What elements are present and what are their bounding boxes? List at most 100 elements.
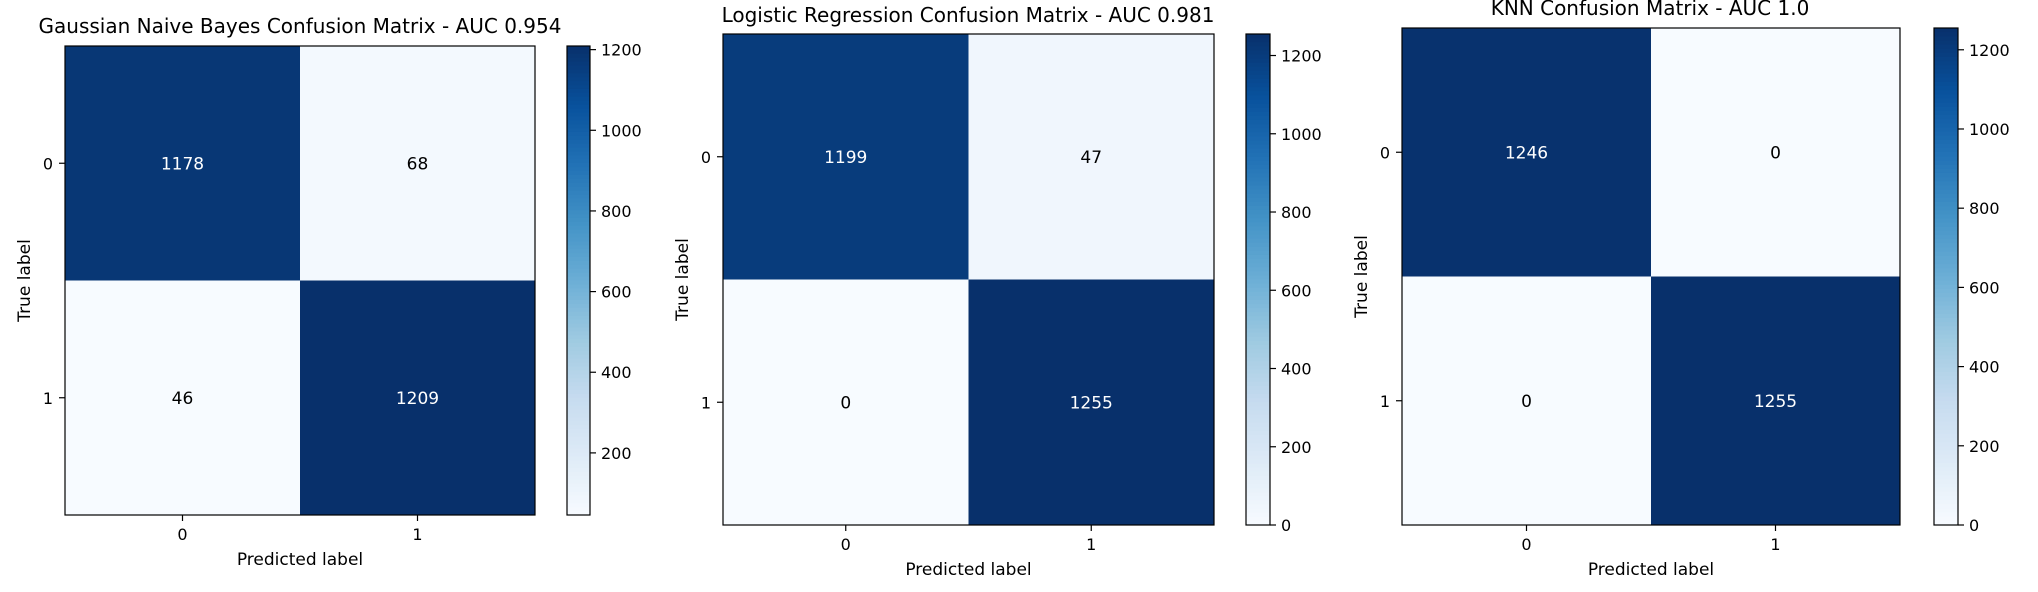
panel-3-colorbar-segment	[1934, 197, 1958, 203]
panel-1-colorbar-segment	[567, 225, 590, 231]
panel-2-colorbar-segment	[1246, 164, 1270, 170]
panel-3-colorbar-segment	[1934, 102, 1958, 108]
panel-1-colorbar-segment	[567, 104, 590, 110]
panel-1-colorbar-segment	[567, 112, 590, 117]
panel-3-colorbar-segment	[1934, 409, 1958, 414]
panel-1-colorbar-segment	[567, 221, 590, 227]
panel-1-x-tick-label-1: 1	[412, 525, 422, 544]
panel-2-colorbar-segment	[1246, 316, 1270, 322]
panel-2-colorbar-segment	[1246, 516, 1270, 522]
panel-3-colorbar-segment	[1934, 359, 1958, 365]
panel-2-colorbar-segment	[1246, 451, 1270, 457]
panel-2-colorbar-segment	[1246, 463, 1270, 469]
panel-3-colorbar-segment	[1934, 429, 1958, 435]
panel-2-colorbar-segment	[1246, 475, 1270, 481]
panel-1-colorbar-segment	[567, 65, 590, 71]
panel-3-colorbar-segment	[1934, 384, 1958, 389]
panel-1-colorbar-segment	[567, 503, 590, 508]
panel-3-colorbar-segment	[1934, 504, 1958, 510]
panel-3-colorbar-segment	[1934, 172, 1958, 178]
panel-1-colorbar-segment	[567, 178, 590, 184]
panel-3-y-tick-label-0: 0	[1380, 143, 1390, 162]
panel-2-y-axis-label: True label	[673, 238, 693, 322]
panel-3-colorbar-segment	[1934, 177, 1958, 182]
panel-3-colorbar-segment	[1934, 309, 1958, 315]
panel-2-colorbar-segment	[1246, 197, 1270, 203]
panel-3-colorbar-segment	[1934, 201, 1958, 207]
panel-3-colorbar-segment	[1934, 396, 1958, 402]
panel-2-cell-1-1	[968, 279, 1214, 525]
panel-3-colorbar-segment	[1934, 483, 1958, 489]
panel-3-colorbar-segment	[1934, 363, 1958, 369]
panel-3-colorbar-segment	[1934, 462, 1958, 468]
panel-1-colorbar-segment	[567, 174, 590, 180]
panel-3-colorbar-segment	[1934, 491, 1958, 497]
panel-2-title: Logistic Regression Confusion Matrix - A…	[722, 3, 1215, 27]
panel-2-colorbar-segment	[1246, 201, 1270, 207]
panel-2-colorbar-segment	[1246, 332, 1270, 338]
panel-1-colorbar-tick-label-3: 800	[601, 202, 632, 221]
panel-2-colorbar-segment	[1246, 111, 1270, 117]
panel-3-colorbar-segment	[1934, 438, 1958, 443]
panel-3-colorbar-segment	[1934, 417, 1958, 423]
panel-1-colorbar-segment	[567, 432, 590, 438]
panel-2-colorbar-segment	[1246, 242, 1270, 248]
panel-3-colorbar-segment	[1934, 351, 1958, 356]
panel-1-cell-0-1	[300, 46, 535, 281]
panel-3-colorbar-segment	[1934, 322, 1958, 327]
panel-2-colorbar-segment	[1246, 349, 1270, 354]
panel-2-colorbar-segment	[1246, 115, 1270, 121]
panel-2-colorbar-segment	[1246, 295, 1270, 301]
panel-3-colorbar-segment	[1934, 226, 1958, 232]
panel-1-colorbar-segment	[567, 386, 590, 391]
panel-1-colorbar-segment	[567, 339, 590, 344]
panel-2-colorbar-segment	[1246, 254, 1270, 260]
panel-1-colorbar-segment	[567, 284, 590, 289]
panel-1-axes-frame	[64, 45, 536, 516]
panel-2-colorbar-segment	[1246, 496, 1270, 502]
panel-2-colorbar-segment	[1246, 299, 1270, 305]
panel-3-colorbar-segment	[1934, 404, 1958, 410]
panel-1-x-axis-label: Predicted label	[237, 550, 363, 570]
panel-3-colorbar-segment	[1934, 210, 1958, 215]
panel-3-colorbar-segment	[1934, 81, 1958, 87]
panel-1-colorbar-segment	[567, 417, 590, 422]
panel-1-colorbar-frame	[566, 45, 591, 516]
panel-1-colorbar-segment	[567, 315, 590, 321]
panel-1-colorbar-segment	[567, 139, 590, 145]
panel-1-colorbar-segment	[567, 507, 590, 512]
panel-3-cell-0-0	[1402, 28, 1651, 277]
panel-3-colorbar-segment	[1934, 446, 1958, 452]
panel-1-colorbar-segment	[567, 472, 590, 477]
panel-1-colorbar-segment	[567, 511, 590, 516]
panel-3-colorbar-segment	[1934, 114, 1958, 120]
panel-2-colorbar-segment	[1246, 214, 1270, 219]
panel-3-cell-1-0	[1402, 276, 1651, 525]
panel-3-colorbar-segment	[1934, 40, 1958, 46]
panel-2-colorbar-segment	[1246, 263, 1270, 268]
panel-1-colorbar-segment	[567, 487, 590, 493]
panel-2-colorbar-segment	[1246, 185, 1270, 191]
panel-3-colorbar-tick-label-6: 1200	[1969, 41, 2010, 60]
panel-2-colorbar-segment	[1246, 173, 1270, 178]
panel-2-colorbar-segment	[1246, 369, 1270, 375]
panel-2-cell-label-0-1: 47	[1080, 148, 1102, 168]
panel-2-colorbar-tick-label-2: 400	[1281, 360, 1312, 379]
panel-3-cell-label-1-0: 0	[1521, 392, 1532, 412]
panel-1-colorbar-segment	[567, 217, 590, 223]
panel-2-colorbar-segment	[1246, 152, 1270, 158]
panel-3-colorbar-segment	[1934, 98, 1958, 104]
panel-2-colorbar-segment	[1246, 500, 1270, 506]
panel-2-x-tick-label-0: 0	[841, 535, 851, 554]
panel-1-cell-label-1-1: 1209	[396, 389, 439, 409]
panel-3-colorbar-segment	[1934, 131, 1958, 137]
panel-3-colorbar-segment	[1934, 164, 1958, 170]
panel-2-colorbar-segment	[1246, 218, 1270, 223]
panel-2-colorbar-segment	[1246, 148, 1270, 154]
panel-1-colorbar-segment	[567, 151, 590, 157]
panel-1-colorbar-segment	[567, 440, 590, 446]
panel-1-colorbar-segment	[567, 307, 590, 313]
panel-3-colorbar-segment	[1934, 168, 1958, 174]
panel-3-colorbar-segment	[1934, 160, 1958, 166]
panel-1-colorbar-tick-label-5: 1200	[601, 41, 642, 60]
